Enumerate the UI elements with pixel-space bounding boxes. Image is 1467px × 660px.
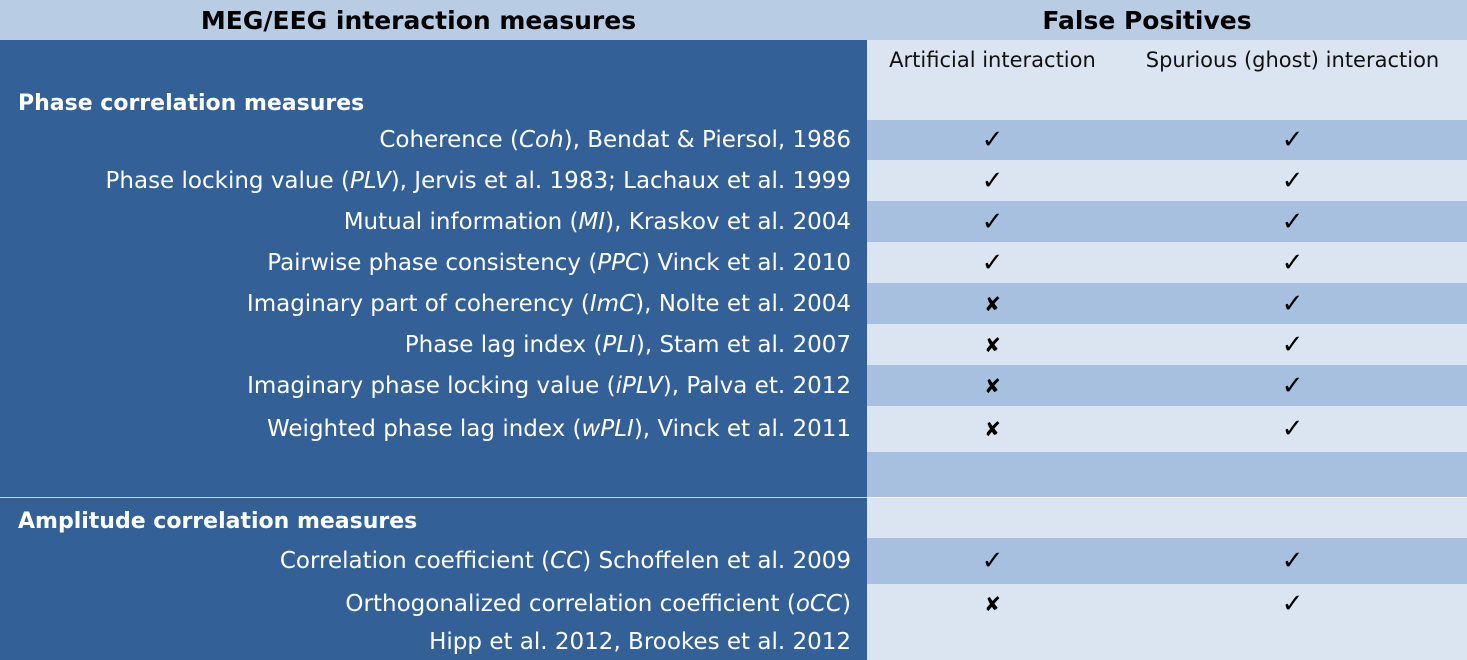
check-icon: ✓: [1281, 125, 1304, 155]
measure-label: Imaginary part of coherency (ImC), Nolte…: [0, 283, 867, 324]
table-row: Imaginary part of coherency (ImC), Nolte…: [0, 283, 1467, 324]
table-row: Weighted phase lag index (wPLI), Vinck e…: [0, 406, 1467, 452]
table-row: Phase lag index (PLI), Stam et al. 2007 …: [0, 324, 1467, 365]
check-icon: ✓: [1281, 247, 1304, 278]
measure-label: Correlation coefficient (CC) Schoffelen …: [0, 538, 867, 584]
cross-icon: ✘: [984, 373, 1001, 398]
column-artificial-interaction: Artificial interaction: [889, 48, 1096, 72]
cross-icon: ✘: [984, 291, 1001, 316]
measure-label: Pairwise phase consistency (PPC) Vinck e…: [0, 242, 867, 283]
check-icon: ✓: [1281, 329, 1304, 360]
table-row: Coherence (Coh), Bendat & Piersol, 1986 …: [0, 120, 1467, 160]
column-spurious-interaction: Spurious (ghost) interaction: [1145, 48, 1440, 72]
measure-abbr: PLV: [349, 167, 391, 194]
measure-abbr: Coh: [518, 127, 564, 153]
measure-abbr: PPC: [597, 249, 642, 276]
check-icon: ✓: [981, 165, 1004, 196]
measure-label: Coherence (Coh), Bendat & Piersol, 1986: [0, 120, 867, 160]
table-row: Correlation coefficient (CC) Schoffelen …: [0, 538, 1467, 584]
table-row: Mutual information (MI), Kraskov et al. …: [0, 201, 1467, 242]
check-icon: ✓: [1281, 370, 1304, 401]
table-header-row: MEG/EEG interaction measures False Posit…: [0, 0, 1467, 40]
cross-icon: ✘: [984, 592, 1001, 616]
cross-icon: ✘: [984, 417, 1001, 441]
header-measures-title: MEG/EEG interaction measures: [0, 0, 867, 40]
continuation-row: Hipp et al. 2012, Brookes et al. 2012: [0, 624, 1467, 660]
measure-citation-continuation: Hipp et al. 2012, Brookes et al. 2012: [0, 624, 867, 660]
measure-label: Mutual information (MI), Kraskov et al. …: [0, 201, 867, 242]
check-icon: ✓: [981, 247, 1004, 278]
measure-label: Phase lag index (PLI), Stam et al. 2007: [0, 324, 867, 365]
check-icon: ✓: [981, 546, 1004, 576]
measure-abbr: wPLI: [581, 416, 634, 442]
section-title-phase: Phase correlation measures: [0, 80, 867, 120]
check-icon: ✓: [1281, 288, 1304, 319]
section-divider: [0, 497, 867, 498]
check-icon: ✓: [1281, 206, 1304, 237]
header-false-positives-title: False Positives: [867, 0, 1467, 40]
table-row: Phase locking value (PLV), Jervis et al.…: [0, 160, 1467, 201]
check-icon: ✓: [981, 125, 1004, 155]
measure-label: Weighted phase lag index (wPLI), Vinck e…: [0, 406, 867, 452]
check-icon: ✓: [981, 206, 1004, 237]
section-row: Phase correlation measures: [0, 80, 1467, 120]
measure-abbr: ImC: [589, 290, 636, 317]
measure-abbr: PLI: [602, 331, 636, 358]
section-row: Amplitude correlation measures: [0, 498, 1467, 538]
spacer-row: [0, 452, 1467, 497]
measure-abbr: oCC: [795, 591, 843, 617]
table-row: Pairwise phase consistency (PPC) Vinck e…: [0, 242, 1467, 283]
measure-label: Imaginary phase locking value (iPLV), Pa…: [0, 365, 867, 406]
measure-abbr: CC: [550, 548, 583, 574]
measure-abbr: MI: [578, 208, 606, 235]
measure-label: Orthogonalized correlation coefficient (…: [0, 584, 867, 624]
check-icon: ✓: [1281, 589, 1304, 619]
check-icon: ✓: [1281, 546, 1304, 576]
table-row: Imaginary phase locking value (iPLV), Pa…: [0, 365, 1467, 406]
cross-icon: ✘: [984, 332, 1001, 357]
section-title-amplitude: Amplitude correlation measures: [0, 498, 867, 538]
measure-label: Phase locking value (PLV), Jervis et al.…: [0, 160, 867, 201]
measure-abbr: iPLV: [615, 372, 663, 399]
check-icon: ✓: [1281, 414, 1304, 444]
check-icon: ✓: [1281, 165, 1304, 196]
table-row: Orthogonalized correlation coefficient (…: [0, 584, 1467, 624]
subheader-row: Artificial interaction Spurious (ghost) …: [0, 40, 1467, 80]
